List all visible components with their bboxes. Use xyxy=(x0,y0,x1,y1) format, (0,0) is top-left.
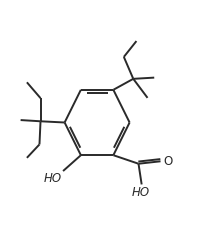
Text: O: O xyxy=(163,155,172,168)
Text: HO: HO xyxy=(43,172,61,185)
Text: HO: HO xyxy=(131,186,150,199)
